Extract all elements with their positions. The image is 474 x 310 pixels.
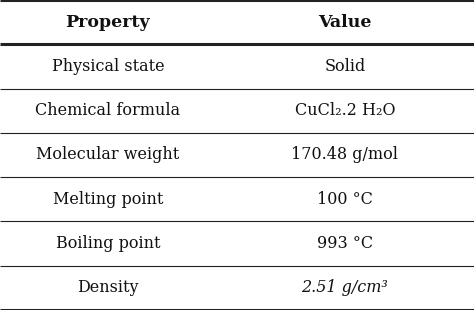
Text: Solid: Solid <box>324 58 365 75</box>
Text: Physical state: Physical state <box>52 58 164 75</box>
Text: 993 °C: 993 °C <box>317 235 373 252</box>
Text: Chemical formula: Chemical formula <box>35 102 181 119</box>
Text: Melting point: Melting point <box>53 191 163 208</box>
Text: Molecular weight: Molecular weight <box>36 147 180 163</box>
Text: Value: Value <box>318 14 372 31</box>
Text: 100 °C: 100 °C <box>317 191 373 208</box>
Text: CuCl₂.2 H₂O: CuCl₂.2 H₂O <box>294 102 395 119</box>
Text: Boiling point: Boiling point <box>55 235 160 252</box>
Text: 2.51 g/cm³: 2.51 g/cm³ <box>301 279 388 296</box>
Text: Density: Density <box>77 279 138 296</box>
Text: 170.48 g/mol: 170.48 g/mol <box>292 147 398 163</box>
Text: Property: Property <box>65 14 150 31</box>
